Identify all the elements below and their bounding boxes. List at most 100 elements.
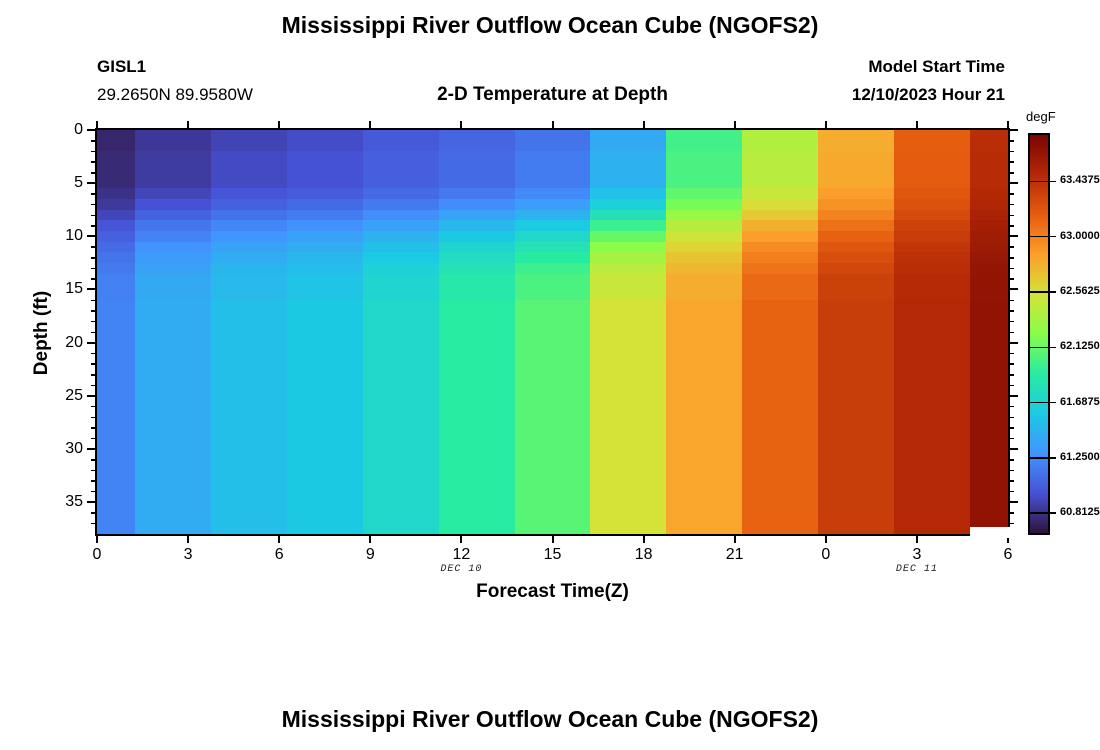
heatmap-cell (134, 241, 212, 253)
colorbar-tick (1028, 346, 1056, 349)
y-minor-tick-right (1010, 437, 1014, 440)
y-major-tick-right (1010, 129, 1018, 131)
y-minor-tick-left (91, 459, 95, 461)
x-major-tick-bottom (460, 536, 463, 543)
heatmap-cell (97, 252, 136, 264)
heatmap-cell (286, 273, 364, 301)
heatmap-cell (134, 199, 212, 211)
colorbar-gradient (1030, 135, 1048, 533)
heatmap-cell (438, 262, 516, 275)
y-major-tick-left (87, 501, 95, 504)
heatmap-cell (818, 188, 895, 200)
y-tick-label: 30 (65, 439, 83, 457)
y-minor-tick-left (91, 225, 95, 227)
x-tick-label: 15 (543, 546, 562, 563)
y-minor-tick-right (1010, 140, 1014, 142)
heatmap-cell (894, 130, 971, 152)
y-tick-label: 25 (65, 386, 83, 404)
colorbar-tick (1028, 512, 1056, 514)
heatmap-cell (818, 130, 895, 152)
heatmap-cell (438, 199, 516, 211)
heatmap-cell (134, 151, 212, 189)
heatmap-cell (742, 151, 819, 189)
y-minor-tick-left (91, 320, 95, 323)
heatmap-cell (970, 151, 1009, 189)
y-minor-tick-right (1010, 384, 1014, 387)
heatmap-cell (362, 231, 440, 243)
heatmap-cell (514, 130, 591, 152)
missing-data-patch (970, 526, 1010, 538)
heatmap-cell (286, 130, 364, 152)
y-minor-tick-left (91, 257, 95, 259)
y-minor-tick-left (91, 299, 95, 302)
colorbar-tick-label: 61.6875 (1060, 395, 1100, 408)
y-minor-tick-left (91, 384, 95, 387)
heatmap-cell (742, 273, 819, 301)
station-coordinates: 29.2650N 89.9580W (97, 85, 253, 104)
heatmap-cell (210, 220, 288, 232)
y-minor-tick-left (91, 214, 95, 217)
heatmap-cell (970, 209, 1009, 221)
heatmap-cell (590, 151, 667, 189)
heatmap-cell (514, 262, 591, 275)
chart-title-bottom: Mississippi River Outflow Ocean Cube (NG… (281, 706, 819, 732)
heatmap-cell (438, 273, 516, 301)
y-minor-tick-left (91, 172, 95, 174)
y-minor-tick-left (91, 469, 95, 472)
heatmap-cell (362, 188, 440, 200)
y-major-tick-right (1010, 182, 1018, 185)
heatmap-cell (438, 220, 516, 232)
y-major-tick-left (87, 341, 95, 344)
heatmap-cell (210, 262, 288, 275)
heatmap-cell (134, 220, 212, 232)
heatmap-cell (970, 241, 1009, 253)
y-minor-tick-right (1010, 405, 1014, 408)
y-minor-tick-left (91, 278, 95, 280)
heatmap-cell (97, 273, 136, 301)
y-major-tick-left (87, 235, 95, 238)
x-tick-label: 0 (92, 546, 102, 563)
y-minor-tick-right (1010, 225, 1014, 227)
y-major-tick-right (1010, 341, 1018, 344)
heatmap-cell (818, 220, 895, 232)
heatmap-cell (666, 220, 743, 232)
colorbar-tick (1028, 235, 1056, 238)
heatmap-cell (742, 209, 819, 221)
heatmap-cell (362, 300, 440, 535)
colorbar-tick (1028, 457, 1056, 459)
y-minor-tick-left (91, 522, 95, 525)
heatmap-cell (970, 220, 1009, 232)
heatmap-cell (286, 188, 364, 200)
heatmap-cell (210, 300, 288, 535)
colorbar-tick (1028, 180, 1056, 183)
y-minor-tick-left (91, 480, 95, 482)
heatmap-cell (210, 252, 288, 264)
heatmap-cell (818, 241, 895, 253)
y-major-tick-left (87, 129, 95, 131)
x-axis-date-annotation: DEC 10 (440, 564, 483, 575)
model-start-time-label: Model Start Time (868, 57, 1005, 76)
y-minor-tick-left (91, 140, 95, 142)
x-major-tick-top (551, 121, 554, 128)
heatmap-cell (97, 262, 136, 275)
heatmap-cell (514, 300, 591, 535)
heatmap-cell (514, 209, 591, 221)
y-minor-tick-right (1010, 278, 1014, 280)
heatmap-cell (210, 188, 288, 200)
colorbar-tick-label: 63.4375 (1060, 174, 1100, 187)
model-start-time-value: 12/10/2023 Hour 21 (851, 85, 1005, 104)
colorbar (1028, 133, 1050, 535)
heatmap-cell (894, 188, 971, 200)
heatmap-cell (286, 220, 364, 232)
heatmap-cell (286, 241, 364, 253)
heatmap-cell (134, 188, 212, 200)
x-major-tick-top (96, 121, 98, 128)
y-minor-tick-right (1010, 363, 1014, 365)
heatmap-cell (818, 199, 895, 211)
x-major-tick-bottom (187, 536, 190, 543)
y-minor-tick-left (91, 267, 95, 270)
colorbar-tick-label: 60.8125 (1060, 506, 1100, 519)
y-minor-tick-right (1010, 512, 1014, 514)
y-minor-tick-left (91, 310, 95, 312)
